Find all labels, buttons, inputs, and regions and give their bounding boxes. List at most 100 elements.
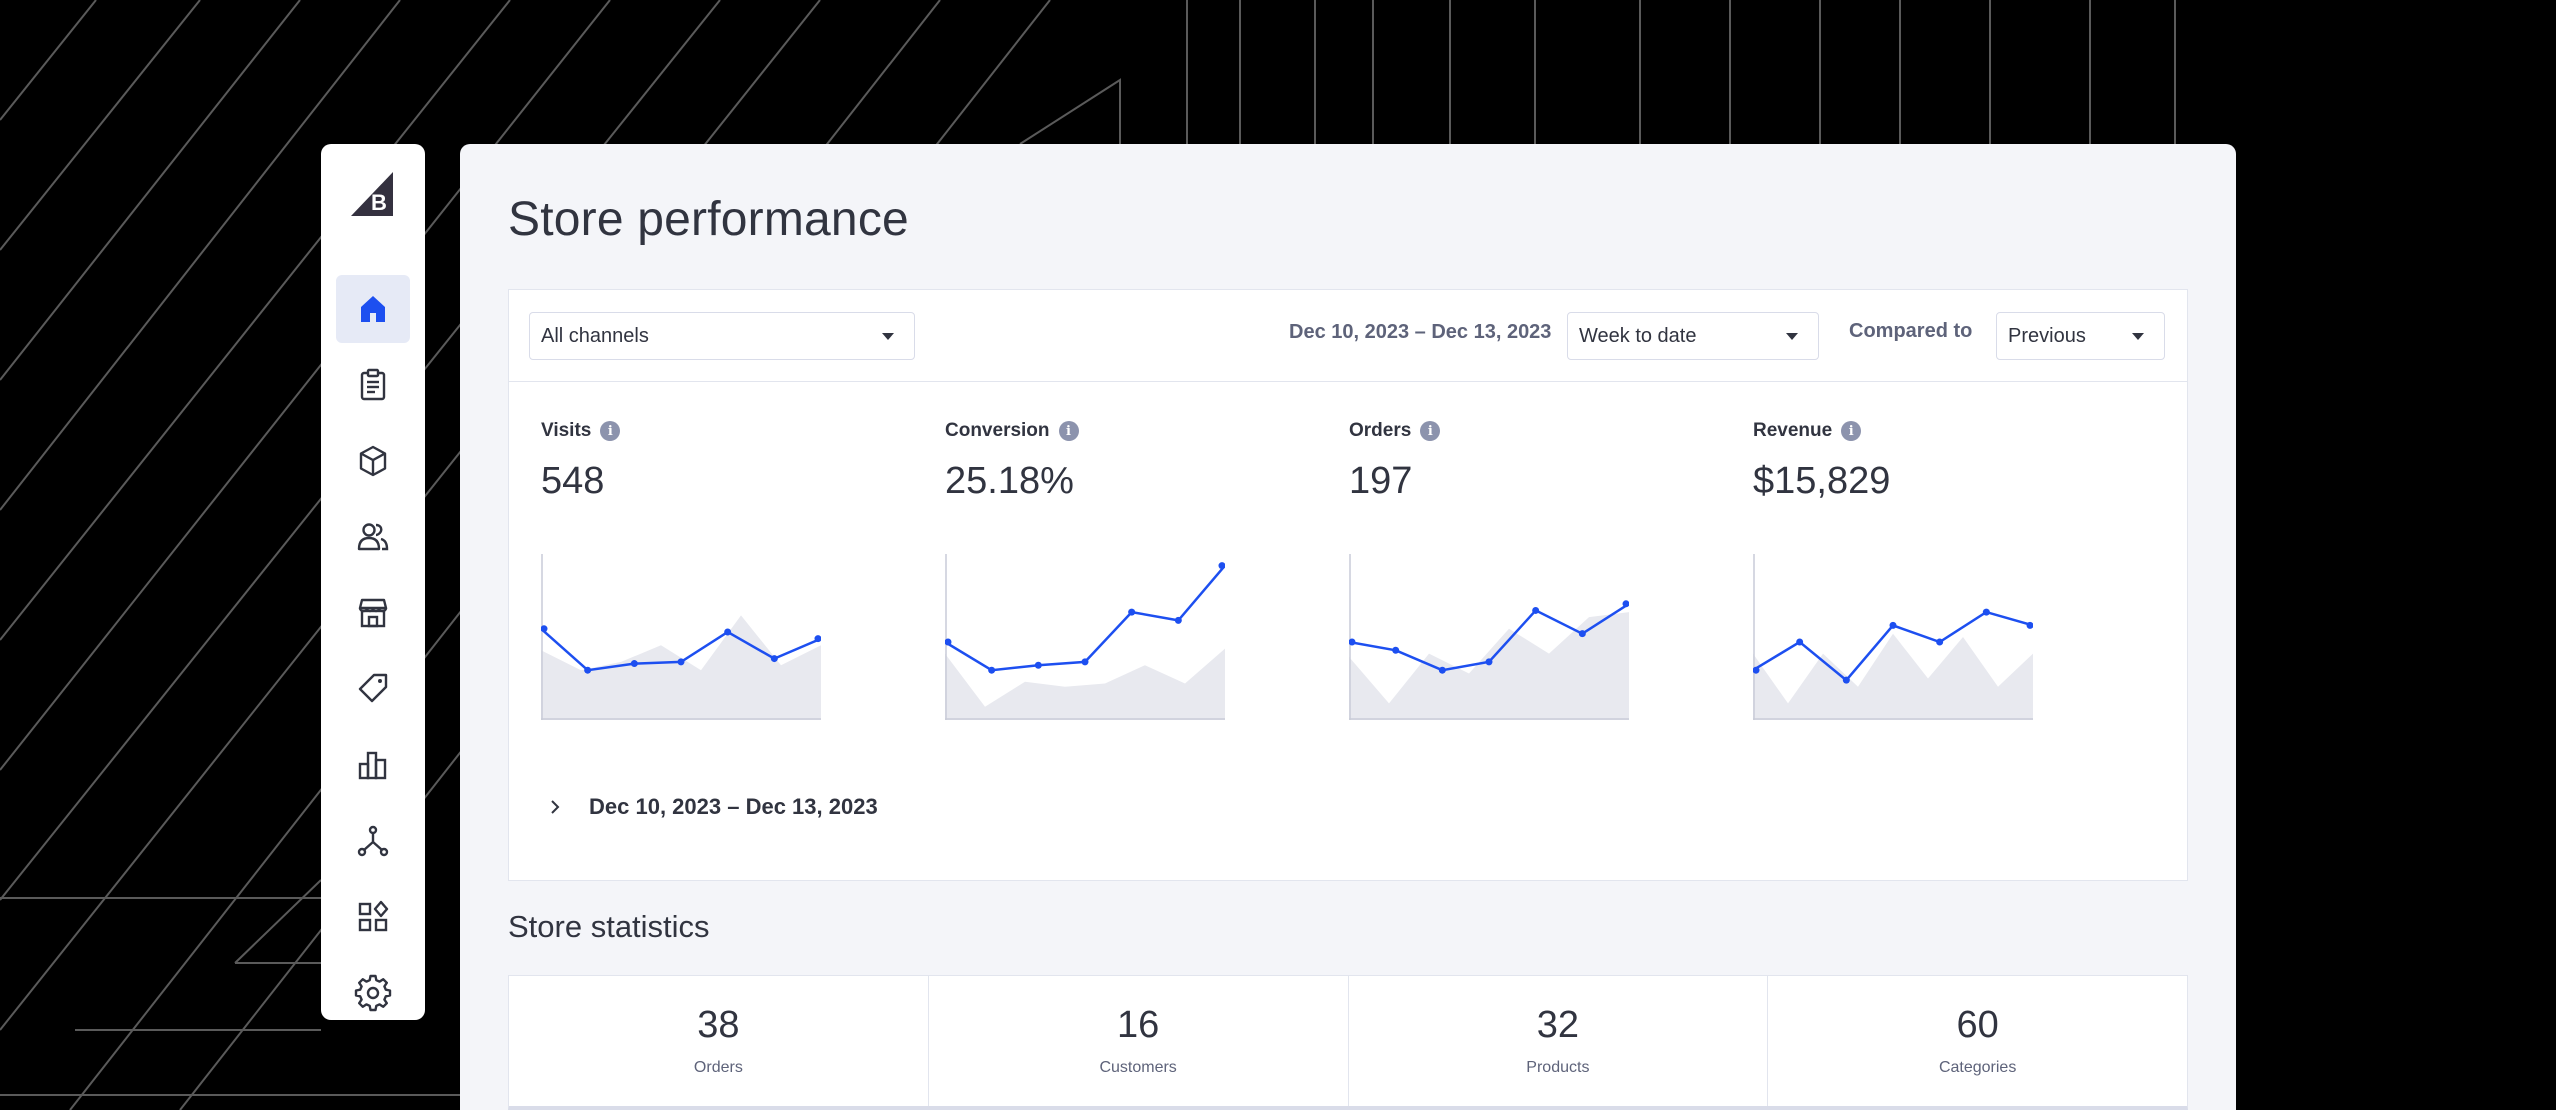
- info-icon[interactable]: i: [600, 421, 621, 441]
- data-point[interactable]: [1532, 606, 1540, 614]
- stat-orders[interactable]: 38 Orders: [509, 976, 929, 1106]
- data-point[interactable]: [1349, 638, 1356, 646]
- orders-sparkline: [1349, 554, 1629, 720]
- compare-select[interactable]: Previous: [1996, 312, 2165, 360]
- info-icon[interactable]: i: [1420, 421, 1441, 441]
- sidebar-item-home[interactable]: [336, 275, 410, 343]
- range-text: Dec 10, 2023 – Dec 13, 2023: [589, 794, 878, 819]
- data-point[interactable]: [1622, 600, 1630, 608]
- metric-conversion: Conversion i 25.18%: [945, 420, 1285, 503]
- stat-value: 16: [1116, 1004, 1160, 1046]
- sidebar-item-channels[interactable]: [336, 807, 410, 875]
- stat-value: 60: [1956, 1004, 1999, 1046]
- chevron-down-icon: [1786, 333, 1798, 340]
- users-icon: [357, 523, 389, 551]
- apps-icon: [358, 900, 389, 932]
- filter-bar: All channels Dec 10, 2023 – Dec 13, 2023…: [509, 290, 2187, 382]
- sidebar-item-apps[interactable]: [336, 883, 410, 951]
- store-statistics: 38 Orders 16 Customers 32 Products 60 Ca…: [508, 975, 2188, 1110]
- metric-value: 548: [541, 460, 605, 502]
- previous-period-area: [945, 648, 1225, 720]
- svg-text:B: B: [371, 190, 387, 215]
- revenue-sparkline: [1753, 554, 2033, 720]
- info-icon[interactable]: i: [1841, 421, 1862, 441]
- data-point[interactable]: [1034, 661, 1042, 669]
- sidebar-item-customers[interactable]: [336, 503, 410, 571]
- bar-chart-icon: [358, 751, 387, 780]
- metric-value: $15,829: [1753, 460, 1891, 502]
- period-select[interactable]: Week to date: [1567, 312, 1819, 360]
- stat-categories[interactable]: 60 Categories: [1768, 976, 2187, 1106]
- stat-customers[interactable]: 16 Customers: [929, 976, 1349, 1106]
- clipboard-icon: [360, 368, 386, 401]
- stat-products[interactable]: 32 Products: [1349, 976, 1769, 1106]
- data-point[interactable]: [1392, 646, 1400, 654]
- data-point[interactable]: [677, 658, 685, 666]
- sidebar-item-marketing[interactable]: [336, 655, 410, 723]
- data-point[interactable]: [1982, 608, 1990, 616]
- data-point[interactable]: [1081, 658, 1089, 666]
- channel-select[interactable]: All channels: [529, 312, 915, 360]
- sidebar-item-settings[interactable]: [336, 959, 410, 1027]
- network-icon: [357, 825, 389, 857]
- data-point[interactable]: [988, 666, 996, 674]
- page-title: Store performance: [508, 193, 909, 246]
- stat-label: Categories: [1938, 1059, 2017, 1076]
- data-point[interactable]: [1936, 638, 1944, 646]
- data-point[interactable]: [1128, 608, 1136, 616]
- sidebar-item-storefront[interactable]: [336, 579, 410, 647]
- metric-revenue: Revenue i $15,829: [1753, 420, 2093, 503]
- data-point[interactable]: [770, 655, 778, 663]
- compared-to-label: Compared to: [1849, 320, 1973, 342]
- sidebar-item-orders[interactable]: [336, 351, 410, 419]
- bigcommerce-logo-icon[interactable]: B: [348, 170, 398, 220]
- stat-label: Products: [1526, 1059, 1590, 1076]
- data-point[interactable]: [1578, 630, 1586, 638]
- data-point[interactable]: [1485, 658, 1493, 666]
- chevron-down-icon: [2132, 333, 2144, 340]
- data-point[interactable]: [1174, 616, 1182, 624]
- performance-panel: All channels Dec 10, 2023 – Dec 13, 2023…: [508, 289, 2188, 881]
- stat-label: Customers: [1099, 1059, 1177, 1076]
- data-point[interactable]: [1438, 666, 1446, 674]
- data-point[interactable]: [1889, 621, 1897, 629]
- info-icon[interactable]: i: [1058, 421, 1079, 441]
- current-period-line: [945, 564, 1225, 672]
- previous-period-area: [541, 615, 821, 720]
- stat-value: 32: [1536, 1004, 1580, 1046]
- date-range-label: Dec 10, 2023 – Dec 13, 2023: [1289, 321, 1552, 343]
- data-point[interactable]: [1796, 638, 1804, 646]
- data-point[interactable]: [814, 635, 822, 643]
- stat-label: Orders: [693, 1059, 743, 1076]
- period-select-value: Week to date: [1579, 324, 1697, 347]
- data-point[interactable]: [945, 638, 952, 646]
- metric-value: 25.18%: [945, 460, 1074, 502]
- chevron-down-icon: [882, 333, 894, 340]
- data-point[interactable]: [1842, 676, 1850, 684]
- expand-range-toggle[interactable]: Dec 10, 2023 – Dec 13, 2023: [547, 794, 878, 820]
- data-point[interactable]: [584, 666, 592, 674]
- stat-value: 38: [697, 1004, 740, 1046]
- metric-label: Conversion: [945, 420, 1050, 441]
- data-point[interactable]: [1753, 666, 1760, 674]
- metric-label: Revenue: [1753, 420, 1833, 441]
- storefront-icon: [358, 598, 388, 628]
- sidebar-item-analytics[interactable]: [336, 731, 410, 799]
- sidebar-item-products[interactable]: [336, 427, 410, 495]
- main-content: Store performance All channels Dec 10, 2…: [460, 144, 2236, 1110]
- channel-select-value: All channels: [541, 324, 649, 347]
- data-point[interactable]: [1218, 562, 1226, 570]
- data-point[interactable]: [2026, 621, 2034, 629]
- previous-period-area: [1753, 633, 2033, 720]
- metric-orders: Orders i 197: [1349, 420, 1689, 503]
- previous-period-area: [1349, 612, 1629, 720]
- chevron-right-icon: [551, 800, 560, 814]
- box-icon: [359, 445, 387, 477]
- metric-visits: Visits i 548: [541, 420, 881, 503]
- sidebar: B: [321, 144, 425, 1020]
- metric-label: Orders: [1349, 420, 1412, 441]
- data-point[interactable]: [541, 625, 548, 633]
- data-point[interactable]: [630, 660, 638, 668]
- gear-icon: [354, 974, 392, 1012]
- data-point[interactable]: [724, 628, 732, 636]
